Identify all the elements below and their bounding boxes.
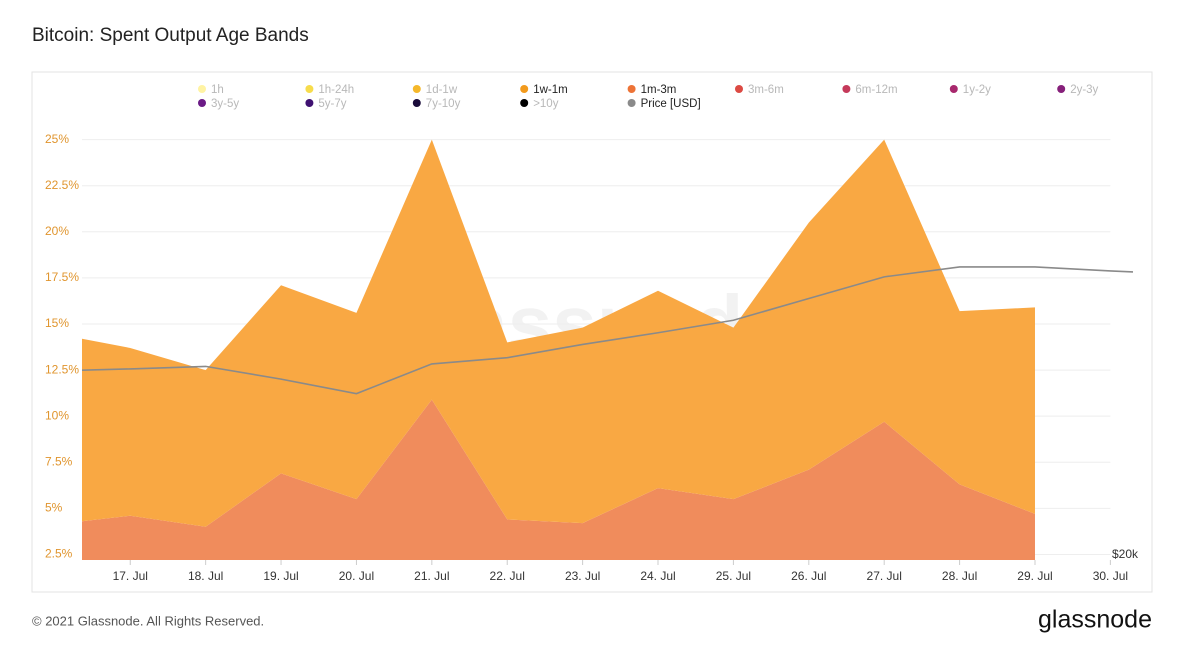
y-tick-label: 7.5%: [45, 454, 73, 468]
legend-marker[interactable]: [842, 85, 851, 93]
footer: © 2021 Glassnode. All Rights Reserved.: [32, 613, 264, 628]
y-tick-label: 15%: [45, 316, 69, 330]
area: [82, 139, 1035, 527]
legend-label[interactable]: 3y-5y: [211, 98, 239, 110]
legend-label[interactable]: 1d-1w: [426, 84, 458, 96]
legend-label[interactable]: 1y-2y: [963, 84, 991, 96]
legend-marker[interactable]: [949, 85, 958, 93]
legend-marker[interactable]: [198, 85, 206, 93]
logo: glassnode: [1038, 606, 1152, 634]
y-tick-label: 22.5%: [45, 178, 79, 192]
x-tick-label: 27. Jul: [867, 569, 902, 583]
x-tick-label: 24. Jul: [640, 569, 675, 583]
x-tick-label: 28. Jul: [942, 569, 977, 583]
y-tick-label: 25%: [45, 132, 69, 146]
legend-label[interactable]: 6m-12m: [855, 84, 897, 96]
legend-label[interactable]: >10y: [533, 98, 559, 110]
legend-marker[interactable]: [1057, 85, 1066, 93]
x-tick-label: 26. Jul: [791, 569, 826, 583]
y-tick-label: 10%: [45, 408, 69, 422]
x-tick-label: 29. Jul: [1017, 569, 1052, 583]
legend-label[interactable]: 1m-3m: [641, 84, 677, 96]
x-tick-label: 19. Jul: [263, 569, 298, 583]
x-tick-label: 23. Jul: [565, 569, 600, 583]
y-tick-label: 12.5%: [45, 362, 79, 376]
area: [82, 399, 1035, 560]
legend-label[interactable]: 3m-6m: [748, 84, 784, 96]
legend-marker[interactable]: [627, 85, 636, 93]
chart-frame: [31, 71, 1153, 593]
legend-marker[interactable]: [627, 99, 636, 107]
legend-label[interactable]: 1w-1m: [533, 84, 568, 96]
x-tick-label: 18. Jul: [188, 569, 223, 583]
legend-label[interactable]: 2y-3y: [1070, 84, 1098, 96]
legend-marker[interactable]: [305, 85, 314, 93]
x-tick-label: 17. Jul: [113, 569, 148, 583]
legend-marker[interactable]: [520, 85, 529, 93]
areas: [82, 139, 1035, 560]
legend-marker[interactable]: [412, 85, 421, 93]
legend-label[interactable]: 1h: [211, 84, 224, 96]
chart-title: Bitcoin: Spent Output Age Bands: [32, 25, 309, 46]
legend-label[interactable]: 1h-24h: [318, 84, 354, 96]
y-tick-label: 20%: [45, 224, 69, 238]
x-tick-label: 20. Jul: [339, 569, 374, 583]
legend-label[interactable]: 5y-7y: [318, 98, 346, 110]
legend-marker[interactable]: [305, 99, 314, 107]
x-tick-label: 25. Jul: [716, 569, 751, 583]
price-line: [81, 266, 1134, 395]
legend-marker[interactable]: [735, 85, 743, 93]
x-tick-label: 22. Jul: [490, 569, 525, 583]
legend-label[interactable]: Price [USD]: [641, 98, 701, 110]
x-tick-label: 30. Jul: [1093, 569, 1128, 583]
x-tick-label: 21. Jul: [414, 569, 449, 583]
y-tick-label: 17.5%: [45, 270, 79, 284]
legend-marker[interactable]: [412, 99, 421, 107]
y-tick-label: 2.5%: [45, 547, 73, 561]
y2-tick-label: $20k: [1112, 547, 1139, 561]
legend-marker[interactable]: [198, 99, 206, 107]
legend-marker[interactable]: [520, 99, 529, 107]
legend-label[interactable]: 7y-10y: [426, 98, 461, 110]
y-tick-label: 5%: [45, 501, 63, 515]
